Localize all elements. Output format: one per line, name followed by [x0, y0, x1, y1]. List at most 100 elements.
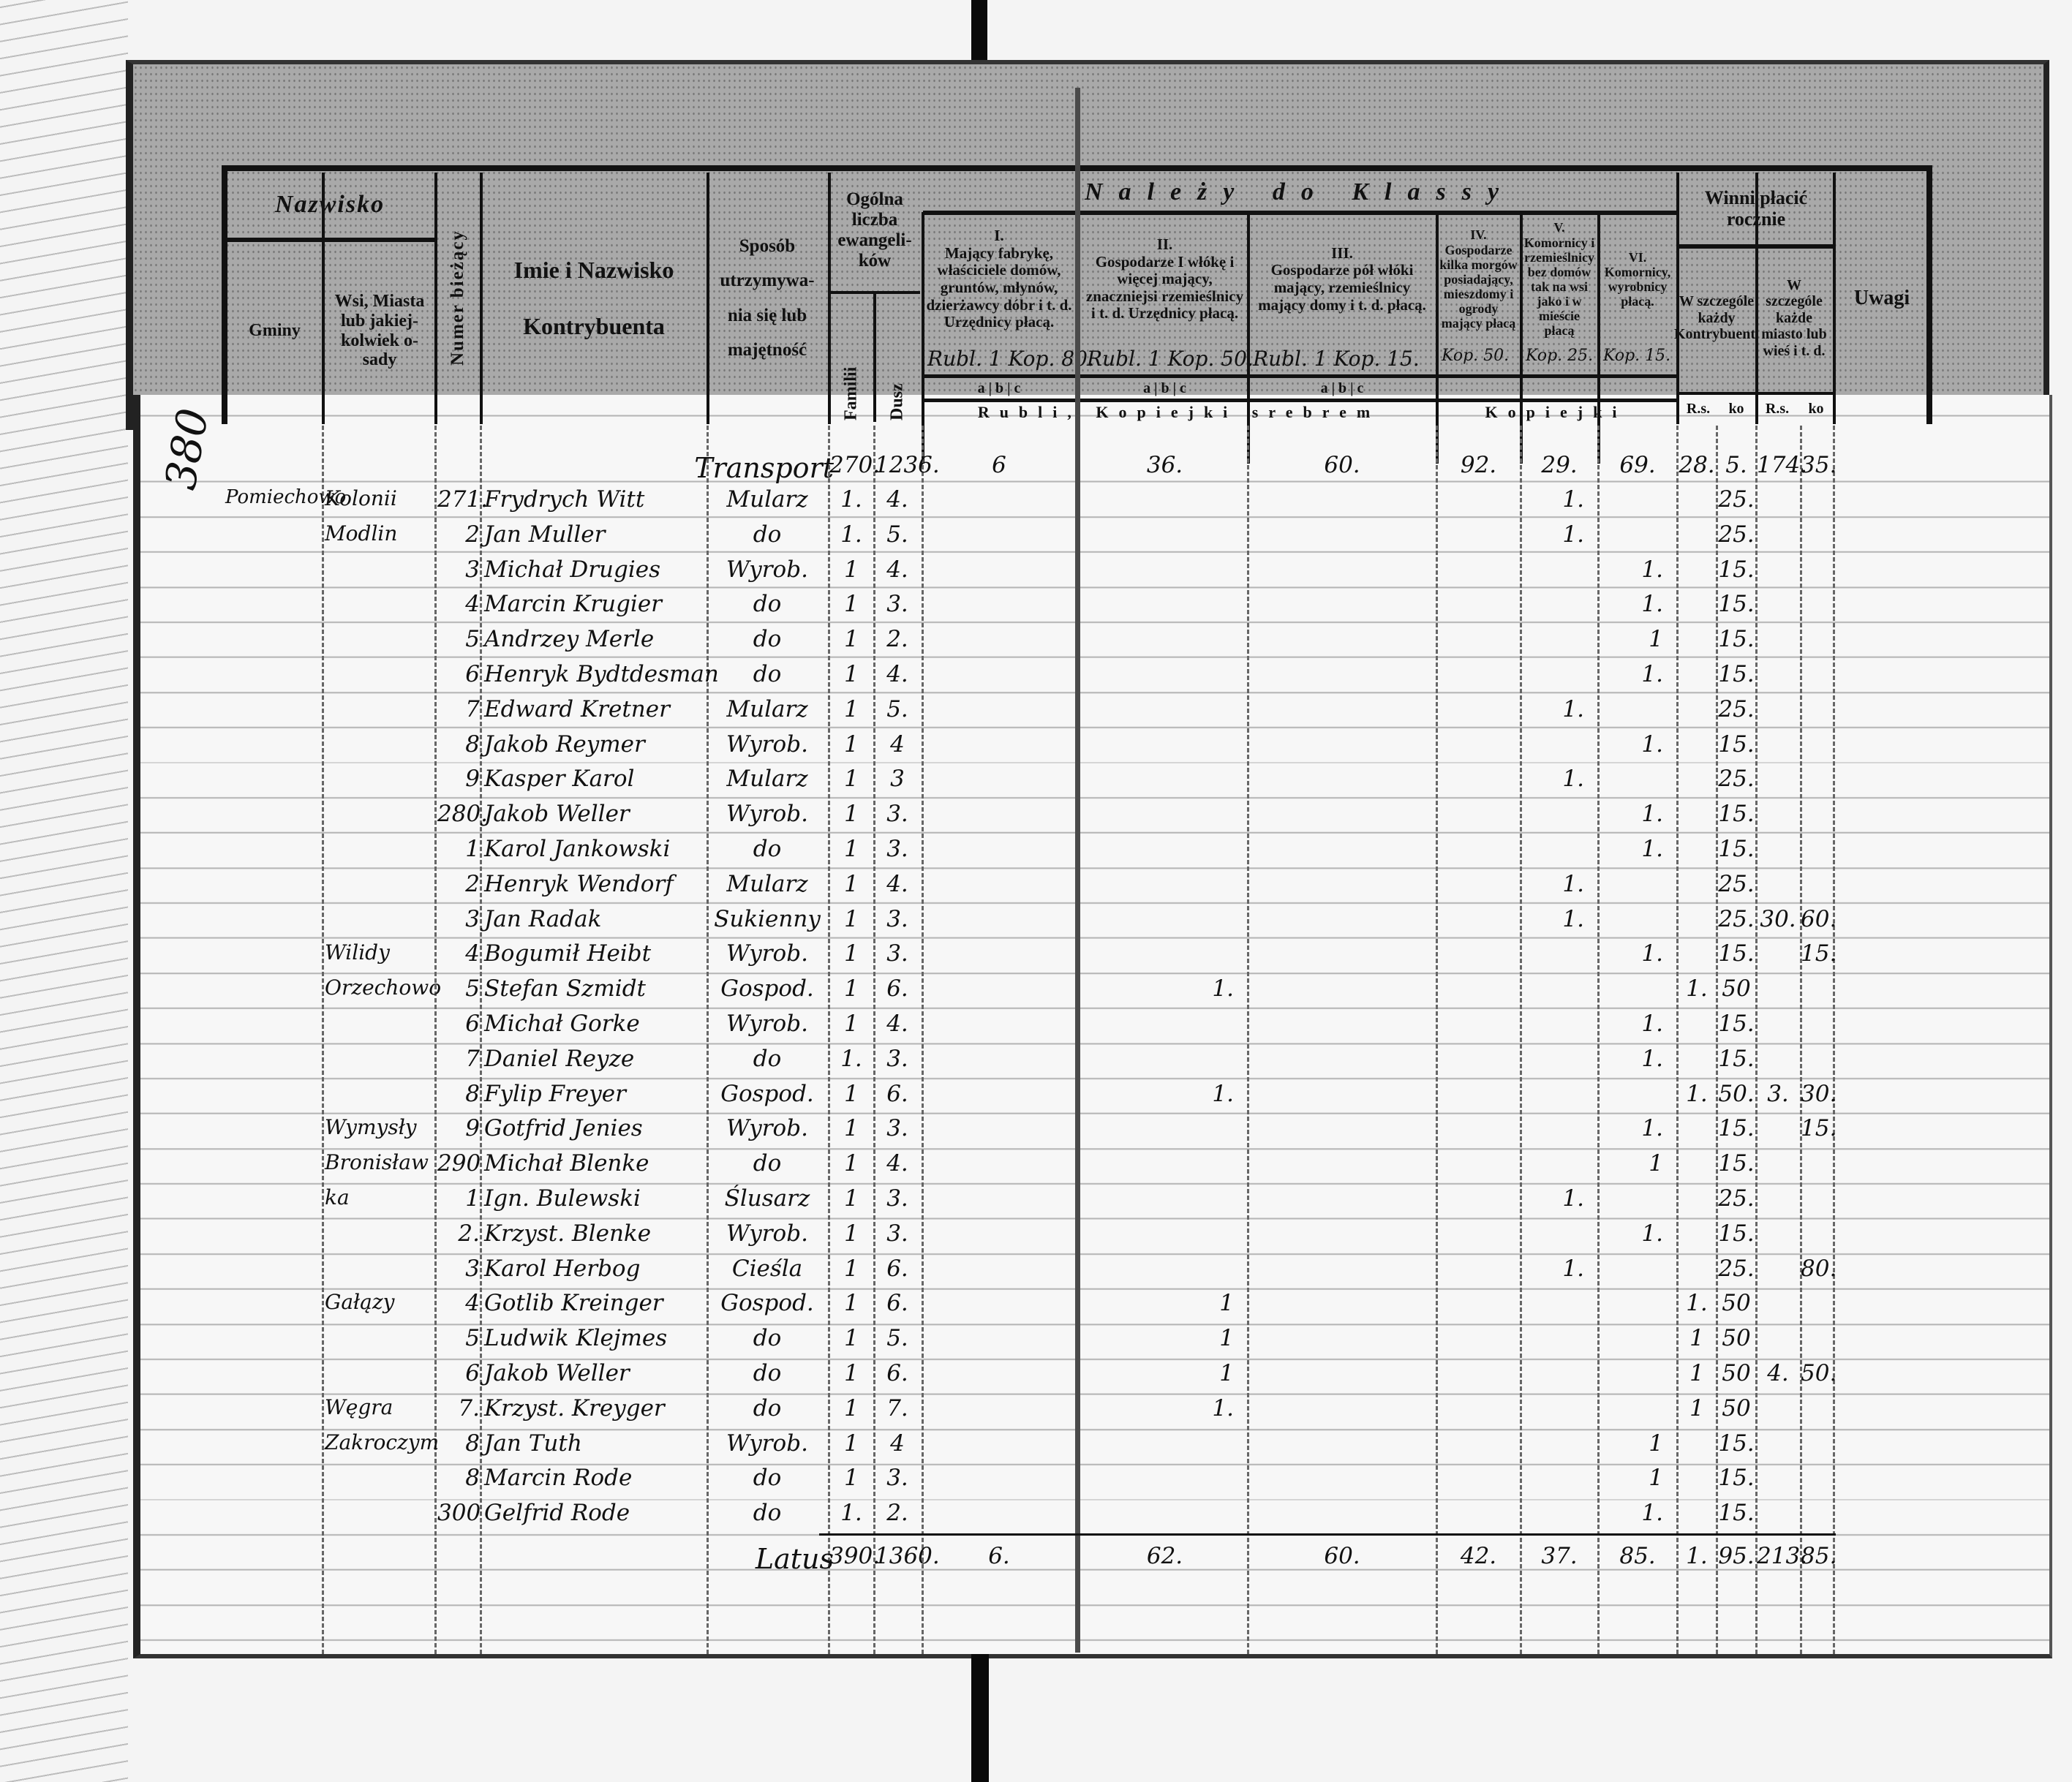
table-row: Modlin 2 Jan Muller do 1. 5. 1. 25. — [0, 517, 2072, 552]
dusz-count: 5. — [886, 1325, 908, 1352]
familii-count: 1. — [840, 1500, 862, 1527]
class-mark: 1. — [1212, 975, 1234, 1003]
column-rule — [1833, 173, 1836, 424]
table-row: 7 Edward Kretner Mularz 1 5. 1. 25. — [0, 692, 2072, 727]
dusz-count: 4. — [886, 870, 908, 897]
transport-w2-ko: 35. — [1801, 452, 1837, 478]
header-sposob: Sposób utrzymywa-nia się lub majętność — [720, 235, 815, 360]
binding-strip-bottom — [971, 1654, 989, 1782]
w1-ko-value: 15. — [1718, 1500, 1755, 1527]
divider — [227, 238, 436, 242]
familii-count: 1 — [844, 905, 859, 932]
table-row: 4 Marcin Krugier do 1 3. 1. 15. — [0, 586, 2072, 622]
column-rule — [322, 173, 325, 424]
column-rule — [1436, 212, 1439, 464]
wies-cell: Wilidy — [325, 940, 390, 965]
class-rate: Kop. 15. — [1603, 347, 1671, 365]
w1-ko-value: 25. — [1718, 1255, 1755, 1282]
transport-w2-rs: 174. — [1757, 452, 1808, 478]
latus-class-II: 62. — [1146, 1543, 1183, 1569]
table-row: 8 Jakob Reymer Wyrob. 1 4 1. 15. — [0, 727, 2072, 762]
familii-count: 1 — [844, 836, 859, 862]
occupation: do — [753, 1150, 782, 1177]
w1-ko-value: 50 — [1722, 1360, 1751, 1386]
row-number: 1 — [465, 836, 480, 862]
column-rule-dashed — [1716, 426, 1718, 1654]
contributor-name: Marcin Rode — [484, 1465, 633, 1492]
row-number: 8 — [465, 1430, 480, 1457]
class-mark: 1. — [1641, 661, 1663, 687]
familii-count: 1 — [844, 1115, 859, 1142]
table-row: 6 Jakob Weller do 1 6. 1 1 50 4. 50. — [0, 1356, 2072, 1391]
class-subcolumns: a | b | c — [1320, 380, 1364, 396]
table-row: 6 Michał Gorke Wyrob. 1 4. 1. 15. — [0, 1006, 2072, 1041]
w2-ko-value: 80. — [1801, 1255, 1837, 1282]
class-description: Mający fabrykę, właściciele domów, grunt… — [926, 243, 1072, 331]
header-kopiejki: Kopiejki — [1485, 402, 1627, 421]
row-number: 2 — [465, 521, 480, 548]
contributor-name: Ludwik Klejmes — [484, 1325, 668, 1352]
transport-label: Transport — [694, 452, 834, 484]
row-number: 9 — [465, 1115, 480, 1142]
column-rule — [1247, 212, 1250, 464]
column-rule-dashed — [1520, 426, 1522, 1654]
column-rule-dashed — [1676, 426, 1679, 1654]
row-number: 271. — [437, 486, 489, 513]
dusz-count: 4 — [890, 1430, 905, 1457]
occupation: Ślusarz — [724, 1185, 810, 1212]
class-mark: 1. — [1641, 556, 1663, 583]
dusz-count: 6. — [886, 1360, 908, 1386]
class-mark: 1 — [1649, 1465, 1663, 1492]
class-mark: 1. — [1562, 905, 1584, 932]
column-rule-dashed — [1436, 426, 1438, 1654]
class-mark: 1 — [1219, 1290, 1234, 1317]
contributor-name: Andrzey Merle — [484, 626, 655, 653]
dusz-count: 3. — [886, 940, 908, 967]
w1-ko-value: 15. — [1718, 1465, 1755, 1492]
w1-ko-value: 50 — [1722, 975, 1751, 1003]
dusz-count: 3. — [886, 591, 908, 618]
latus-class-VI: 85. — [1619, 1543, 1656, 1569]
contributor-name: Jan Radak — [484, 905, 602, 932]
w1-ko-value: 15. — [1718, 1430, 1755, 1457]
column-rule-dashed — [434, 426, 437, 1654]
dusz-count: 7. — [886, 1394, 908, 1422]
contributor-name: Jan Tuth — [484, 1430, 582, 1457]
occupation: do — [753, 1045, 782, 1072]
class-mark: 1. — [1212, 1394, 1234, 1422]
column-rule — [1755, 173, 1758, 424]
table-row: Pomiechowo Kolonii 271. Frydrych Witt Mularz… — [0, 482, 2072, 517]
dusz-count: 6. — [886, 975, 908, 1003]
header-gminy: Gminy — [249, 321, 301, 341]
w1-ko-value: 15. — [1718, 661, 1755, 687]
dusz-count: 2. — [886, 1500, 908, 1527]
divider — [923, 211, 1676, 215]
occupation: Wyrob. — [726, 940, 808, 967]
contributor-name: Marcin Krugier — [484, 591, 663, 618]
table-row: 1 Karol Jankowski do 1 3. 1. 15. — [0, 831, 2072, 867]
table-row: 2. Krzyst. Blenke Wyrob. 1 3. 1. 15. — [0, 1216, 2072, 1251]
wies-cell: Bronisław — [325, 1150, 429, 1175]
class-mark: 1. — [1641, 1220, 1663, 1247]
class-number: III. — [1331, 243, 1353, 262]
occupation: Mularz — [726, 870, 808, 897]
dusz-count: 2. — [886, 626, 908, 653]
w1-ko-value: 15. — [1718, 1045, 1755, 1072]
class-mark: 1. — [1212, 1080, 1234, 1107]
row-number: 8 — [465, 730, 480, 758]
contributor-name: Henryk Wendorf — [484, 870, 674, 897]
occupation: do — [753, 1465, 782, 1492]
familii-count: 1 — [844, 1430, 859, 1457]
latus-w2-rs: 213. — [1757, 1543, 1808, 1569]
contributor-name: Frydrych Witt — [484, 486, 645, 513]
occupation: do — [753, 521, 782, 548]
divider — [829, 291, 920, 294]
class-mark: 1. — [1641, 836, 1663, 862]
column-rule-dashed — [1800, 426, 1802, 1654]
table-row: 8 Fylip Freyer Gospod. 1 6. 1. 1. 50. 3. 30. — [0, 1076, 2072, 1111]
contributor-name: Michał Drugies — [484, 556, 661, 583]
contributor-name: Daniel Reyze — [484, 1045, 635, 1072]
occupation: Wyrob. — [726, 1220, 808, 1247]
w1-ko-value: 25. — [1718, 766, 1755, 793]
table-row: 6 Henryk Bydtdesman do 1 4. 1. 15. — [0, 657, 2072, 692]
